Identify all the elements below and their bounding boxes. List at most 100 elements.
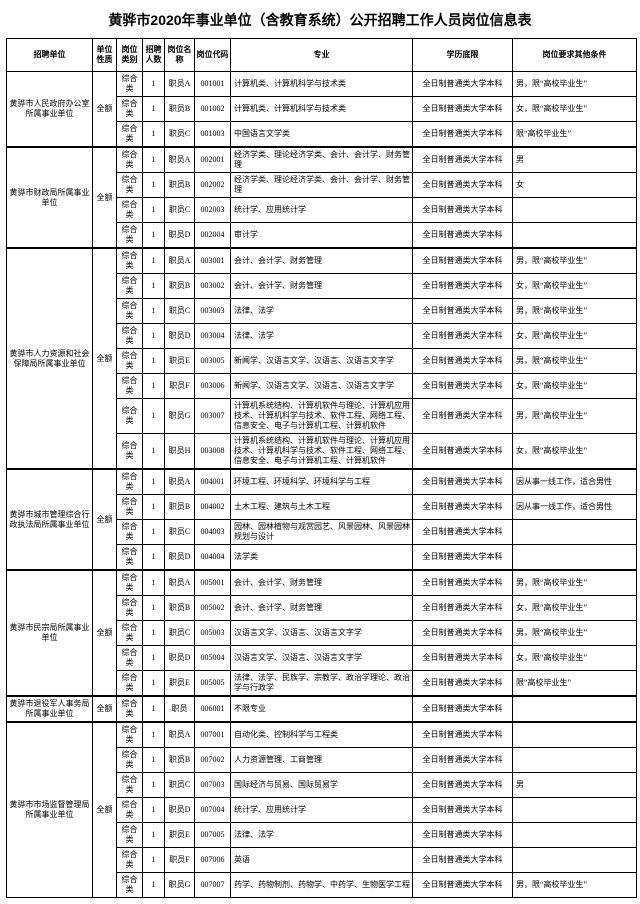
cell-pname: 职员F (165, 374, 195, 399)
cell-num: 1 (143, 495, 165, 520)
cell-major: 统计学、应用统计学 (231, 798, 413, 823)
cell-pname: 职员C (165, 621, 195, 646)
cell-other: 男，限“高校毕业生” (513, 72, 637, 97)
cell-pcode: 005003 (195, 621, 231, 646)
cell-pname: 职员C (165, 520, 195, 545)
cell-pcode: 007003 (195, 773, 231, 798)
cell-num: 1 (143, 798, 165, 823)
table-row: 黄骅市财政局所属事业单位全额综合类1职员A002001经济学类、理论经济学类、会… (7, 147, 637, 173)
cell-major: 会计、会计学、财务管理 (231, 248, 413, 274)
cell-ptype: 综合类 (117, 274, 143, 299)
cell-nature: 全额 (93, 248, 117, 469)
cell-pcode: 002003 (195, 198, 231, 223)
cell-other: 女，限“高校毕业生” (513, 374, 637, 399)
cell-major: 英语 (231, 848, 413, 873)
cell-major: 环境工程、环境科学、环境科学与工程 (231, 469, 413, 495)
cell-pcode: 007004 (195, 798, 231, 823)
table-row: 黄骅市城市管理综合行政执法局所属事业单位全额综合类1职员A004001环境工程、… (7, 469, 637, 495)
cell-edu: 全日制普通类大学本科 (413, 198, 513, 223)
cell-major: 会计、会计学、财务管理 (231, 596, 413, 621)
cell-edu: 全日制普通类大学本科 (413, 621, 513, 646)
cell-other (513, 198, 637, 223)
cell-pname: 职员D (165, 324, 195, 349)
cell-pcode: 002004 (195, 223, 231, 249)
cell-num: 1 (143, 646, 165, 671)
cell-ptype: 综合类 (117, 520, 143, 545)
cell-pname: 职员F (165, 848, 195, 873)
cell-major: 人力资源管理、工商管理 (231, 748, 413, 773)
cell-edu: 全日制普通类大学本科 (413, 520, 513, 545)
cell-pcode: 004001 (195, 469, 231, 495)
cell-nature: 全额 (93, 722, 117, 898)
cell-num: 1 (143, 374, 165, 399)
cell-pcode: 002002 (195, 173, 231, 198)
cell-ptype: 综合类 (117, 873, 143, 898)
cell-ptype: 综合类 (117, 198, 143, 223)
cell-other: 男，限“高校毕业生” (513, 349, 637, 374)
cell-pcode: 004002 (195, 495, 231, 520)
cell-other (513, 722, 637, 748)
cell-edu: 全日制普通类大学本科 (413, 122, 513, 148)
cell-pcode: 003001 (195, 248, 231, 274)
h-unit: 招聘单位 (7, 39, 93, 72)
cell-nature: 全额 (93, 72, 117, 148)
cell-pcode: 003006 (195, 374, 231, 399)
cell-ptype: 综合类 (117, 621, 143, 646)
cell-ptype: 综合类 (117, 671, 143, 697)
cell-other: 男，限“高校毕业生” (513, 873, 637, 898)
cell-num: 1 (143, 848, 165, 873)
cell-edu: 全日制普通类大学本科 (413, 823, 513, 848)
cell-edu: 全日制普通类大学本科 (413, 223, 513, 249)
cell-ptype: 综合类 (117, 696, 143, 722)
cell-pname: 职员G (165, 399, 195, 434)
h-pcode: 岗位代码 (195, 39, 231, 72)
cell-edu: 全日制普通类大学本科 (413, 748, 513, 773)
table-row: 黄骅市退役军人事务局所属事业单位全额综合类1职员006001不限专业全日制普通类… (7, 696, 637, 722)
cell-pcode: 004004 (195, 545, 231, 571)
cell-other (513, 520, 637, 545)
table-row: 黄骅市人民政府办公室所属事业单位全额综合类1职员A001001计算机类、计算机科… (7, 72, 637, 97)
cell-ptype: 综合类 (117, 223, 143, 249)
cell-ptype: 综合类 (117, 72, 143, 97)
cell-pcode: 007001 (195, 722, 231, 748)
cell-pcode: 003002 (195, 274, 231, 299)
cell-ptype: 综合类 (117, 434, 143, 470)
cell-edu: 全日制普通类大学本科 (413, 848, 513, 873)
h-pname: 岗位名称 (165, 39, 195, 72)
cell-edu: 全日制普通类大学本科 (413, 495, 513, 520)
cell-major: 计算机系统结构、计算机软件与理论、计算机应用技术、计算机科学与技术、软件工程、网… (231, 399, 413, 434)
cell-other: 男 (513, 147, 637, 173)
cell-pcode: 002001 (195, 147, 231, 173)
cell-pname: 职员A (165, 570, 195, 596)
cell-other: 女，限“高校毕业生” (513, 324, 637, 349)
cell-other: 男，限“高校毕业生” (513, 570, 637, 596)
cell-num: 1 (143, 122, 165, 148)
table-row: 黄骅市人力资源和社会保障局所属事业单位全额综合类1职员A003001会计、会计学… (7, 248, 637, 274)
cell-other: 限“高校毕业生” (513, 671, 637, 697)
cell-pname: 职员C (165, 299, 195, 324)
cell-major: 新闻学、汉语言文学、汉语言、汉语言文字学 (231, 349, 413, 374)
cell-pcode: 006001 (195, 696, 231, 722)
cell-pcode: 003008 (195, 434, 231, 470)
cell-num: 1 (143, 621, 165, 646)
cell-pname: 职员D (165, 545, 195, 571)
cell-edu: 全日制普通类大学本科 (413, 773, 513, 798)
cell-unit: 黄骅市人民政府办公室所属事业单位 (7, 72, 93, 148)
cell-ptype: 综合类 (117, 495, 143, 520)
cell-other: 因从事一线工作，适合男性 (513, 469, 637, 495)
cell-pcode: 003005 (195, 349, 231, 374)
cell-ptype: 综合类 (117, 248, 143, 274)
cell-edu: 全日制普通类大学本科 (413, 374, 513, 399)
cell-pname: 职员C (165, 198, 195, 223)
cell-num: 1 (143, 434, 165, 470)
cell-other (513, 748, 637, 773)
cell-pcode: 001003 (195, 122, 231, 148)
cell-major: 计算机类、计算机科学与技术类 (231, 97, 413, 122)
cell-edu: 全日制普通类大学本科 (413, 722, 513, 748)
cell-edu: 全日制普通类大学本科 (413, 349, 513, 374)
cell-major: 计算机类、计算机科学与技术类 (231, 72, 413, 97)
cell-nature: 全额 (93, 570, 117, 696)
cell-major: 不限专业 (231, 696, 413, 722)
cell-edu: 全日制普通类大学本科 (413, 399, 513, 434)
cell-num: 1 (143, 545, 165, 571)
